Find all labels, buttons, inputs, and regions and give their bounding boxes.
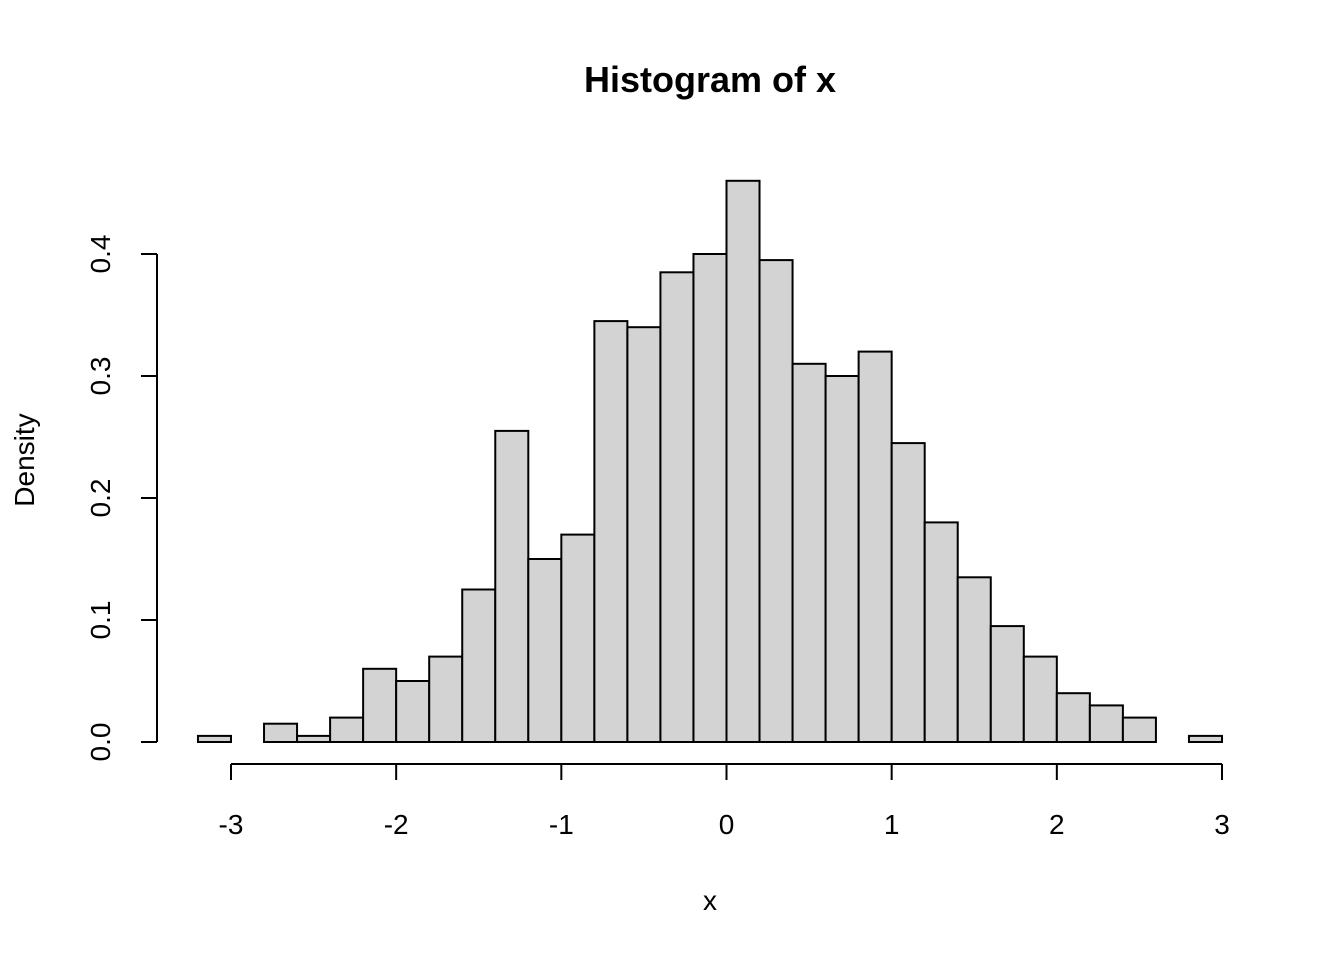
x-tick-label: 2: [1049, 809, 1065, 840]
histogram-bar: [593, 320, 629, 743]
histogram-bar: [1022, 655, 1058, 743]
histogram-bar: [626, 326, 662, 743]
histogram-bar: [1055, 692, 1091, 744]
y-tick-label: 0.2: [85, 479, 116, 518]
x-tick-label: 0: [719, 809, 735, 840]
x-tick-label: -1: [549, 809, 574, 840]
histogram-bar: [923, 521, 959, 744]
histogram-bar: [791, 362, 827, 743]
histogram-bar: [890, 442, 926, 743]
histogram-bar: [659, 271, 695, 743]
x-tick-label: -2: [384, 809, 409, 840]
histogram-bar: [1187, 734, 1223, 744]
histogram-bar: [428, 655, 464, 743]
x-tick-label: 1: [884, 809, 900, 840]
histogram-bar: [1088, 704, 1124, 744]
histogram-bar: [527, 558, 563, 743]
histogram-bar: [1121, 716, 1157, 743]
x-axis-label: x: [703, 885, 717, 916]
histogram-bar: [329, 716, 365, 743]
histogram-bar: [857, 350, 893, 743]
y-tick-label: 0.0: [85, 723, 116, 762]
x-tick-label: -3: [219, 809, 244, 840]
histogram-bar: [725, 179, 761, 744]
y-tick-label: 0.1: [85, 601, 116, 640]
histogram-bar: [989, 625, 1025, 743]
y-axis: 0.0 0.1 0.2 0.3 0.4: [85, 235, 158, 762]
histogram-bar: [196, 734, 232, 744]
histogram-bar: [956, 576, 992, 743]
histogram-bar: [758, 259, 794, 743]
histogram-bar: [824, 375, 860, 743]
y-tick-label: 0.4: [85, 235, 116, 274]
x-tick-label: 3: [1214, 809, 1230, 840]
histogram-bar: [560, 533, 596, 743]
chart-title: Histogram of x: [584, 59, 836, 100]
histogram-bar: [263, 722, 299, 744]
histogram-bar: [461, 588, 497, 743]
histogram-bar: [296, 734, 332, 744]
y-axis-label: Density: [9, 413, 40, 506]
y-tick-label: 0.3: [85, 357, 116, 396]
histogram-bar: [395, 680, 431, 743]
histogram-bar: [692, 253, 728, 743]
x-axis: -3 -2 -1 0 1 2 3: [219, 763, 1230, 840]
bars-group: [196, 179, 1223, 744]
histogram-bar: [362, 667, 398, 743]
histogram-bar: [494, 429, 530, 743]
